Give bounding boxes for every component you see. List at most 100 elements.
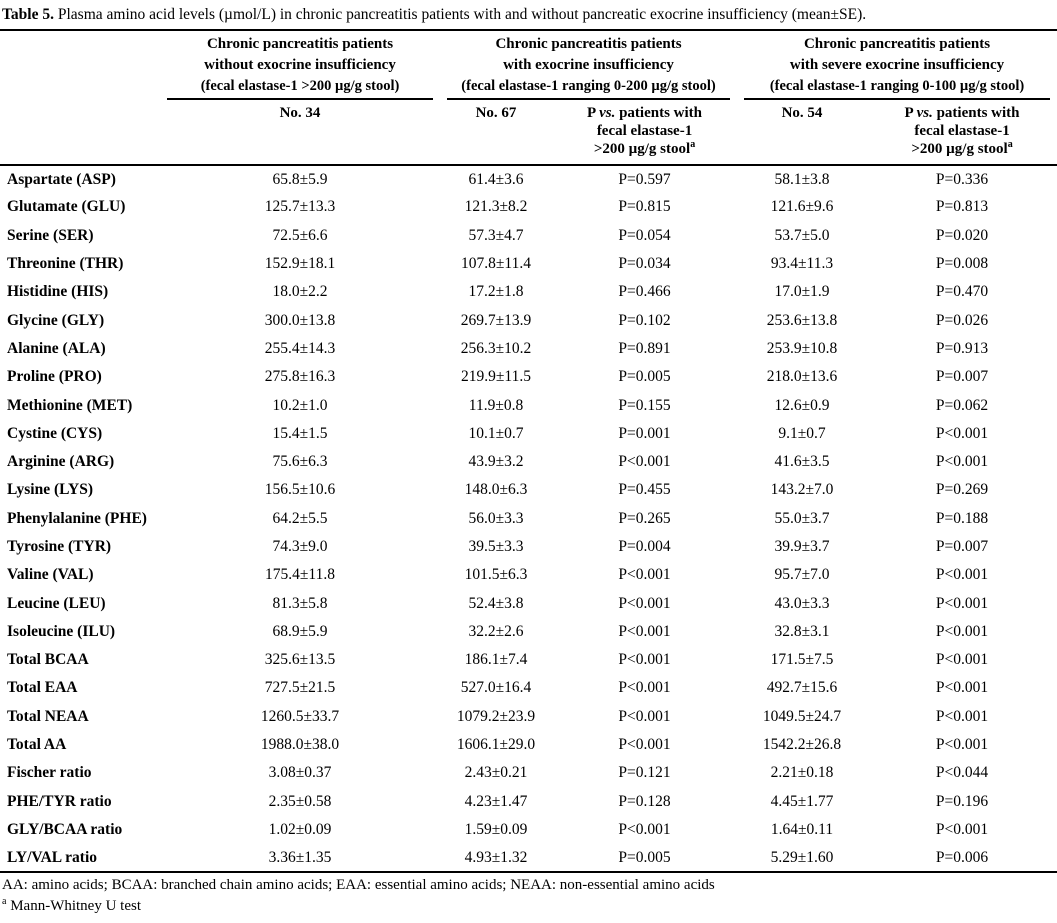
p-header1-line1: P vs. patients with [552, 104, 737, 122]
cell-value: P=0.155 [618, 396, 671, 414]
footnote-marker-a: a [690, 139, 696, 150]
cell-value: P<0.001 [935, 566, 989, 584]
table-number: Table 5. [2, 6, 54, 23]
cell-value: 43.9±3.2 [468, 453, 524, 471]
cell-value: 52.4±3.8 [468, 594, 524, 612]
cell-value: 17.0±1.9 [774, 283, 830, 301]
cell-value: 1542.2±26.8 [762, 736, 842, 754]
row-label: Total AA [7, 736, 67, 754]
cell-value: 72.5±6.6 [272, 226, 328, 244]
row-label: PHE/TYR ratio [7, 792, 112, 810]
cell-value: 55.0±3.7 [774, 509, 830, 527]
table-row: Cystine (CYS) 15.4±1.5 10.1±0.7 P=0.001 9.1±… [0, 420, 1057, 448]
row-label: Aspartate (ASP) [7, 170, 116, 188]
cell-value: P<0.001 [618, 594, 671, 612]
cell-value: 18.0±2.2 [272, 283, 328, 301]
row-label: Alanine (ALA) [7, 339, 106, 357]
stool-text: >200 µg/g stool [593, 141, 691, 157]
row-label: Histidine (HIS) [7, 283, 109, 301]
cell-value: P=0.455 [618, 481, 671, 499]
cell-value: 1.59±0.09 [464, 820, 528, 838]
vs-italic: vs. [599, 105, 616, 121]
stool-text: >200 µg/g stool [911, 141, 1008, 157]
p-header2-line1: P vs. patients with [867, 104, 1057, 122]
cell-value: 81.3±5.8 [272, 594, 328, 612]
cell-value: 11.9±0.8 [468, 396, 524, 414]
group-header-row: Chronic pancreatitis patients without ex… [0, 31, 1057, 100]
row-label: Total BCAA [7, 651, 89, 669]
cell-value: 2.35±0.58 [268, 792, 332, 810]
footnote-marker-a: a [1007, 139, 1013, 150]
p-header2-line3: >200 µg/g stoola [867, 140, 1057, 158]
p-text-rest: patients with [615, 105, 703, 121]
table-row: Lysine (LYS) 156.5±10.6 148.0±6.3 P=0.455 14… [0, 476, 1057, 504]
table-row: Proline (PRO) 275.8±16.3 219.9±11.5 P=0.005… [0, 363, 1057, 391]
cell-value: P=0.128 [618, 792, 671, 810]
cell-value: P<0.001 [618, 707, 671, 725]
row-label: Cystine (CYS) [7, 424, 103, 442]
row-label: LY/VAL ratio [0, 844, 160, 874]
cell-value: 171.5±7.5 [770, 651, 834, 669]
cell-value: P=0.121 [618, 764, 671, 782]
cell-value: P=0.813 [935, 198, 989, 216]
row-label: Arginine (ARG) [7, 453, 115, 471]
table-row: Tyrosine (TYR) 74.3±9.0 39.5±3.3 P=0.004 39.… [0, 533, 1057, 561]
p-text: P [586, 105, 600, 121]
group2-line3: (fecal elastase-1 ranging 0-200 µg/g sto… [461, 78, 716, 94]
cell-value: P=0.004 [618, 538, 671, 555]
cell-value: 125.7±13.3 [264, 198, 336, 216]
table-caption-text: Plasma amino acid levels (µmol/L) in chr… [53, 6, 867, 23]
cell-value: P=0.054 [618, 226, 671, 244]
cell-value: 15.4±1.5 [272, 424, 328, 442]
group3-line2: with severe exocrine insufficiency [789, 57, 1005, 73]
table-row: Total EAA 727.5±21.5 527.0±16.4 P<0.001 492.… [0, 674, 1057, 702]
cell-value: 1.64±0.11 [770, 820, 834, 838]
cell-value: P<0.001 [935, 820, 989, 838]
row-label: Leucine (LEU) [7, 594, 106, 612]
group2-line2: with exocrine insufficiency [503, 57, 674, 73]
cell-value: P=0.466 [618, 283, 671, 301]
cell-value: 1260.5±33.7 [260, 707, 340, 725]
cell-value: 64.2±5.5 [272, 509, 328, 527]
cell-value: 275.8±16.3 [264, 368, 336, 386]
cell-value: P=0.001 [618, 424, 671, 442]
cell-value: P=0.815 [618, 198, 671, 216]
row-label: Total EAA [7, 679, 78, 697]
cell-value: 4.23±1.47 [464, 792, 528, 810]
cell-value: 727.5±21.5 [264, 679, 336, 697]
cell-value: 1988.0±38.0 [260, 736, 340, 754]
row-label: Total NEAA [7, 707, 89, 725]
row-label: GLY/BCAA ratio [7, 820, 123, 838]
cell-value: 57.3±4.7 [468, 226, 524, 244]
table-row: Phenylalanine (PHE) 64.2±5.5 56.0±3.3 P=0.2… [0, 505, 1057, 533]
col-header-p-vs-2: P vs. patients with fecal elastase-1 >20… [867, 100, 1057, 166]
table-row: GLY/BCAA ratio 1.02±0.09 1.59±0.09 P<0.001 1… [0, 816, 1057, 844]
group-header-without-insufficiency: Chronic pancreatitis patients without ex… [160, 31, 440, 100]
row-label: Threonine (THR) [7, 255, 124, 273]
cell-value: P=0.005 [618, 368, 671, 386]
group3-line1: Chronic pancreatitis patients [803, 36, 991, 52]
row-label: Glutamate (GLU) [7, 198, 126, 216]
group1-line3: (fecal elastase-1 >200 µg/g stool) [200, 78, 400, 94]
cell-value: P<0.001 [618, 736, 671, 754]
cell-value: 74.3±9.0 [272, 538, 328, 555]
cell-value: 325.6±13.5 [264, 651, 336, 669]
cell-value: 9.1±0.7 [778, 424, 826, 442]
table-row: Total AA 1988.0±38.0 1606.1±29.0 P<0.001 154… [0, 731, 1057, 759]
cell-value: P<0.001 [618, 679, 671, 697]
p-text: P [904, 105, 917, 121]
cell-value: 156.5±10.6 [264, 481, 336, 499]
empty-corner-cell [0, 31, 160, 100]
table-row: Glycine (GLY) 300.0±13.8 269.7±13.9 P=0.102… [0, 306, 1057, 334]
table-row: Histidine (HIS) 18.0±2.2 17.2±1.8 P=0.466 17… [0, 278, 1057, 306]
cell-value: 1.02±0.09 [268, 820, 332, 838]
cell-value: P=0.006 [867, 844, 1057, 874]
cell-value: 32.2±2.6 [468, 622, 524, 640]
row-label: Phenylalanine (PHE) [7, 509, 147, 527]
col-header-no54: No. 54 [737, 100, 868, 166]
table-body: Aspartate (ASP) 65.8±5.9 61.4±3.6 P=0.597 58… [0, 165, 1057, 874]
table-row: Glutamate (GLU) 125.7±13.3 121.3±8.2 P=0.81… [0, 193, 1057, 221]
cell-value: 148.0±6.3 [464, 481, 528, 499]
table-row: Alanine (ALA) 255.4±14.3 256.3±10.2 P=0.891… [0, 335, 1057, 363]
